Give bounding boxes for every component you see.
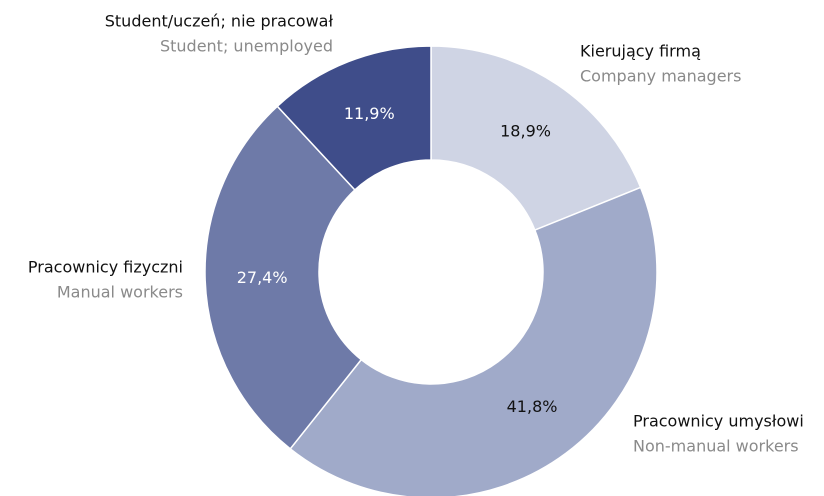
category-translation: Company managers: [580, 67, 741, 86]
category-label: Pracownicy fizyczni: [28, 258, 183, 277]
donut-slice: [430, 45, 642, 232]
category-translation: Student; unemployed: [160, 37, 333, 56]
category-label: Pracownicy umysłowi: [633, 412, 804, 431]
donut-slice: [276, 45, 432, 191]
value-label: 41,8%: [507, 397, 558, 416]
category-label: Student/uczeń; nie pracował: [105, 12, 334, 31]
donut-slice: [204, 105, 363, 450]
category-translation: Non-manual workers: [633, 437, 799, 456]
category-label: Kierujący firmą: [580, 42, 701, 61]
donut-slice: [289, 186, 658, 496]
category-translation: Manual workers: [57, 283, 183, 302]
value-label: 27,4%: [237, 268, 288, 287]
value-label: 18,9%: [500, 121, 551, 140]
value-label: 11,9%: [344, 104, 395, 123]
